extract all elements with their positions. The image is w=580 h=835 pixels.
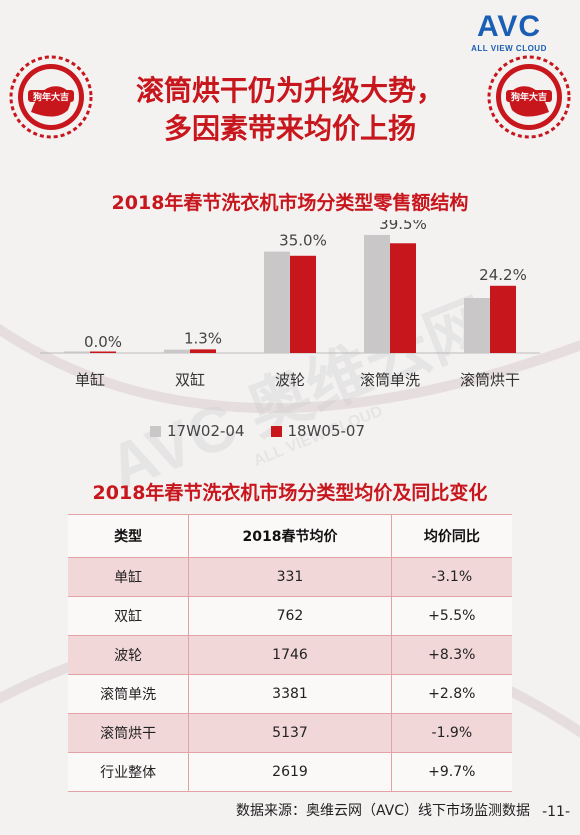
- price-table: 类型 2018春节均价 均价同比 单缸 331 -3.1% 双缸 762 +5.5% 波轮 1…: [68, 514, 512, 792]
- page-title-line1: 滚筒烘干仍为升级大势，: [135, 74, 444, 107]
- cell-avg-price: 762: [188, 596, 392, 636]
- header-type: 类型: [68, 514, 189, 558]
- data-label: 39.5%: [379, 220, 427, 233]
- cell-type: 双缸: [68, 596, 189, 636]
- data-label: 0.0%: [84, 333, 122, 351]
- data-label: 24.2%: [479, 266, 527, 284]
- chart-legend: 17W02-04 18W05-07: [150, 422, 365, 440]
- data-label: 35.0%: [279, 232, 327, 250]
- table-row: 双缸 762 +5.5%: [68, 596, 512, 636]
- cell-avg-price: 1746: [188, 635, 392, 675]
- legend-label-series-2: 18W05-07: [287, 422, 366, 440]
- cell-yoy: +2.8%: [390, 674, 512, 714]
- data-label: 1.3%: [184, 329, 222, 347]
- page-title-line2: 多因素带来均价上扬: [163, 112, 416, 145]
- x-tick-label: 双缸: [175, 371, 205, 389]
- legend-item-series-2: 18W05-07: [270, 422, 366, 440]
- x-tick-label: 波轮: [275, 371, 305, 389]
- legend-swatch-series-2: [270, 425, 282, 437]
- cell-type: 波轮: [68, 635, 189, 675]
- cell-avg-price: 3381: [188, 674, 392, 714]
- cell-yoy: +9.7%: [390, 752, 512, 792]
- chart-title: 2018年春节洗衣机市场分类型零售额结构: [111, 192, 469, 214]
- page-number: -11-: [542, 804, 570, 820]
- bar-series-1: [364, 234, 390, 353]
- badge-text-right: 狗年大吉: [511, 91, 547, 103]
- logo-sub-text: ALL VIEW CLOUD: [471, 44, 547, 53]
- bar-series-1: [264, 251, 290, 353]
- x-tick-label: 单缸: [75, 371, 105, 389]
- cell-type: 滚筒烘干: [68, 713, 189, 753]
- table-row: 行业整体 2619 +9.7%: [68, 752, 512, 792]
- bar-series-1: [164, 349, 190, 353]
- bar-series-2: [390, 243, 416, 353]
- bar-series-1: [64, 351, 90, 353]
- cell-type: 滚筒单洗: [68, 674, 189, 714]
- table-row: 单缸 331 -3.1%: [68, 557, 512, 597]
- table-row: 滚筒单洗 3381 +2.8%: [68, 674, 512, 714]
- legend-label-series-1: 17W02-04: [167, 422, 245, 440]
- cell-type: 单缸: [68, 557, 189, 597]
- x-tick-label: 滚筒单洗: [360, 371, 420, 389]
- legend-item-series-1: 17W02-04: [150, 422, 245, 440]
- bar-series-2: [190, 349, 216, 353]
- table-row: 波轮 1746 +8.3%: [68, 635, 512, 675]
- bar-series-1: [464, 298, 490, 353]
- header-yoy: 均价同比: [390, 514, 512, 558]
- avc-logo: AVC ALL VIEW CLOUD: [454, 10, 564, 54]
- table-title: 2018年春节洗衣机市场分类型均价及同比变化: [92, 482, 488, 504]
- table-row: 滚筒烘干 5137 -1.9%: [68, 713, 512, 753]
- bar-series-2: [90, 351, 116, 353]
- data-source: 数据来源：奥维云网（AVC）线下市场监测数据: [235, 803, 530, 819]
- paper-cut-right-icon: 狗年大吉: [487, 55, 571, 139]
- paper-cut-left-icon: 狗年大吉: [9, 55, 93, 139]
- cell-yoy: +5.5%: [390, 596, 512, 636]
- bar-series-2: [490, 285, 516, 353]
- cell-type: 行业整体: [68, 752, 189, 792]
- table-header-row: 类型 2018春节均价 均价同比: [68, 514, 512, 558]
- header-avg-price: 2018春节均价: [188, 514, 392, 558]
- x-tick-label: 滚筒烘干: [460, 371, 520, 389]
- logo-main-text: AVC: [476, 10, 542, 43]
- cell-avg-price: 2619: [188, 752, 392, 792]
- cell-yoy: -3.1%: [390, 557, 512, 597]
- legend-swatch-series-1: [150, 425, 161, 437]
- bar-chart: 0.0% 单缸 1.3% 双缸 35.0% 波轮 39.5% 滚筒单洗 24.2% 滚筒烘干: [40, 220, 540, 389]
- bar-series-2: [290, 255, 316, 353]
- page-title: 滚筒烘干仍为升级大势， 多因素带来均价上扬: [100, 72, 480, 148]
- badge-text-left: 狗年大吉: [33, 91, 69, 103]
- cell-yoy: -1.9%: [390, 713, 512, 753]
- cell-avg-price: 5137: [188, 713, 392, 753]
- cell-yoy: +8.3%: [390, 635, 512, 675]
- cell-avg-price: 331: [188, 557, 392, 597]
